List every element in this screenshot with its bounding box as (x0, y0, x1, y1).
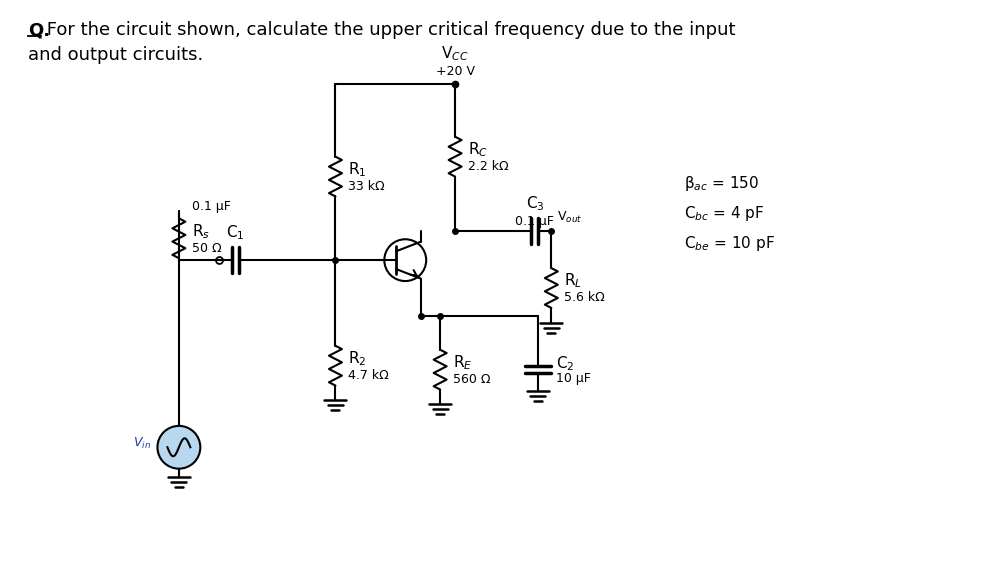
Text: 0.1 μF: 0.1 μF (515, 215, 554, 228)
Text: Q.: Q. (29, 21, 50, 39)
Text: C$_2$: C$_2$ (556, 355, 575, 373)
Text: V$_{out}$: V$_{out}$ (558, 211, 583, 225)
Circle shape (157, 426, 201, 469)
Text: 2.2 kΩ: 2.2 kΩ (468, 160, 508, 173)
Text: R$_C$: R$_C$ (468, 141, 489, 159)
Text: V$_{in}$: V$_{in}$ (133, 436, 151, 451)
Text: 10 μF: 10 μF (556, 372, 590, 385)
Text: 560 Ω: 560 Ω (453, 373, 491, 386)
Text: +20 V: +20 V (435, 65, 475, 78)
Text: 33 kΩ: 33 kΩ (348, 180, 385, 193)
Text: β$_{ac}$ = 150: β$_{ac}$ = 150 (684, 175, 760, 193)
Text: R$_s$: R$_s$ (192, 222, 210, 240)
Text: C$_3$: C$_3$ (525, 195, 544, 213)
Text: C$_{bc}$ = 4 pF: C$_{bc}$ = 4 pF (684, 205, 764, 223)
Text: C$_1$: C$_1$ (226, 223, 245, 242)
Text: and output circuits.: and output circuits. (29, 46, 204, 64)
Text: 4.7 kΩ: 4.7 kΩ (348, 369, 389, 382)
Text: 5.6 kΩ: 5.6 kΩ (565, 292, 605, 305)
Text: 0.1 μF: 0.1 μF (192, 200, 230, 213)
Text: R$_E$: R$_E$ (453, 353, 473, 372)
Text: R$_L$: R$_L$ (565, 272, 583, 290)
Text: V$_{CC}$: V$_{CC}$ (441, 45, 469, 63)
Text: For the circuit shown, calculate the upper critical frequency due to the input: For the circuit shown, calculate the upp… (42, 21, 736, 39)
Text: R$_1$: R$_1$ (348, 161, 367, 179)
Text: C$_{be}$ = 10 pF: C$_{be}$ = 10 pF (684, 234, 775, 253)
Text: 50 Ω: 50 Ω (192, 242, 222, 255)
Text: R$_2$: R$_2$ (348, 349, 367, 368)
